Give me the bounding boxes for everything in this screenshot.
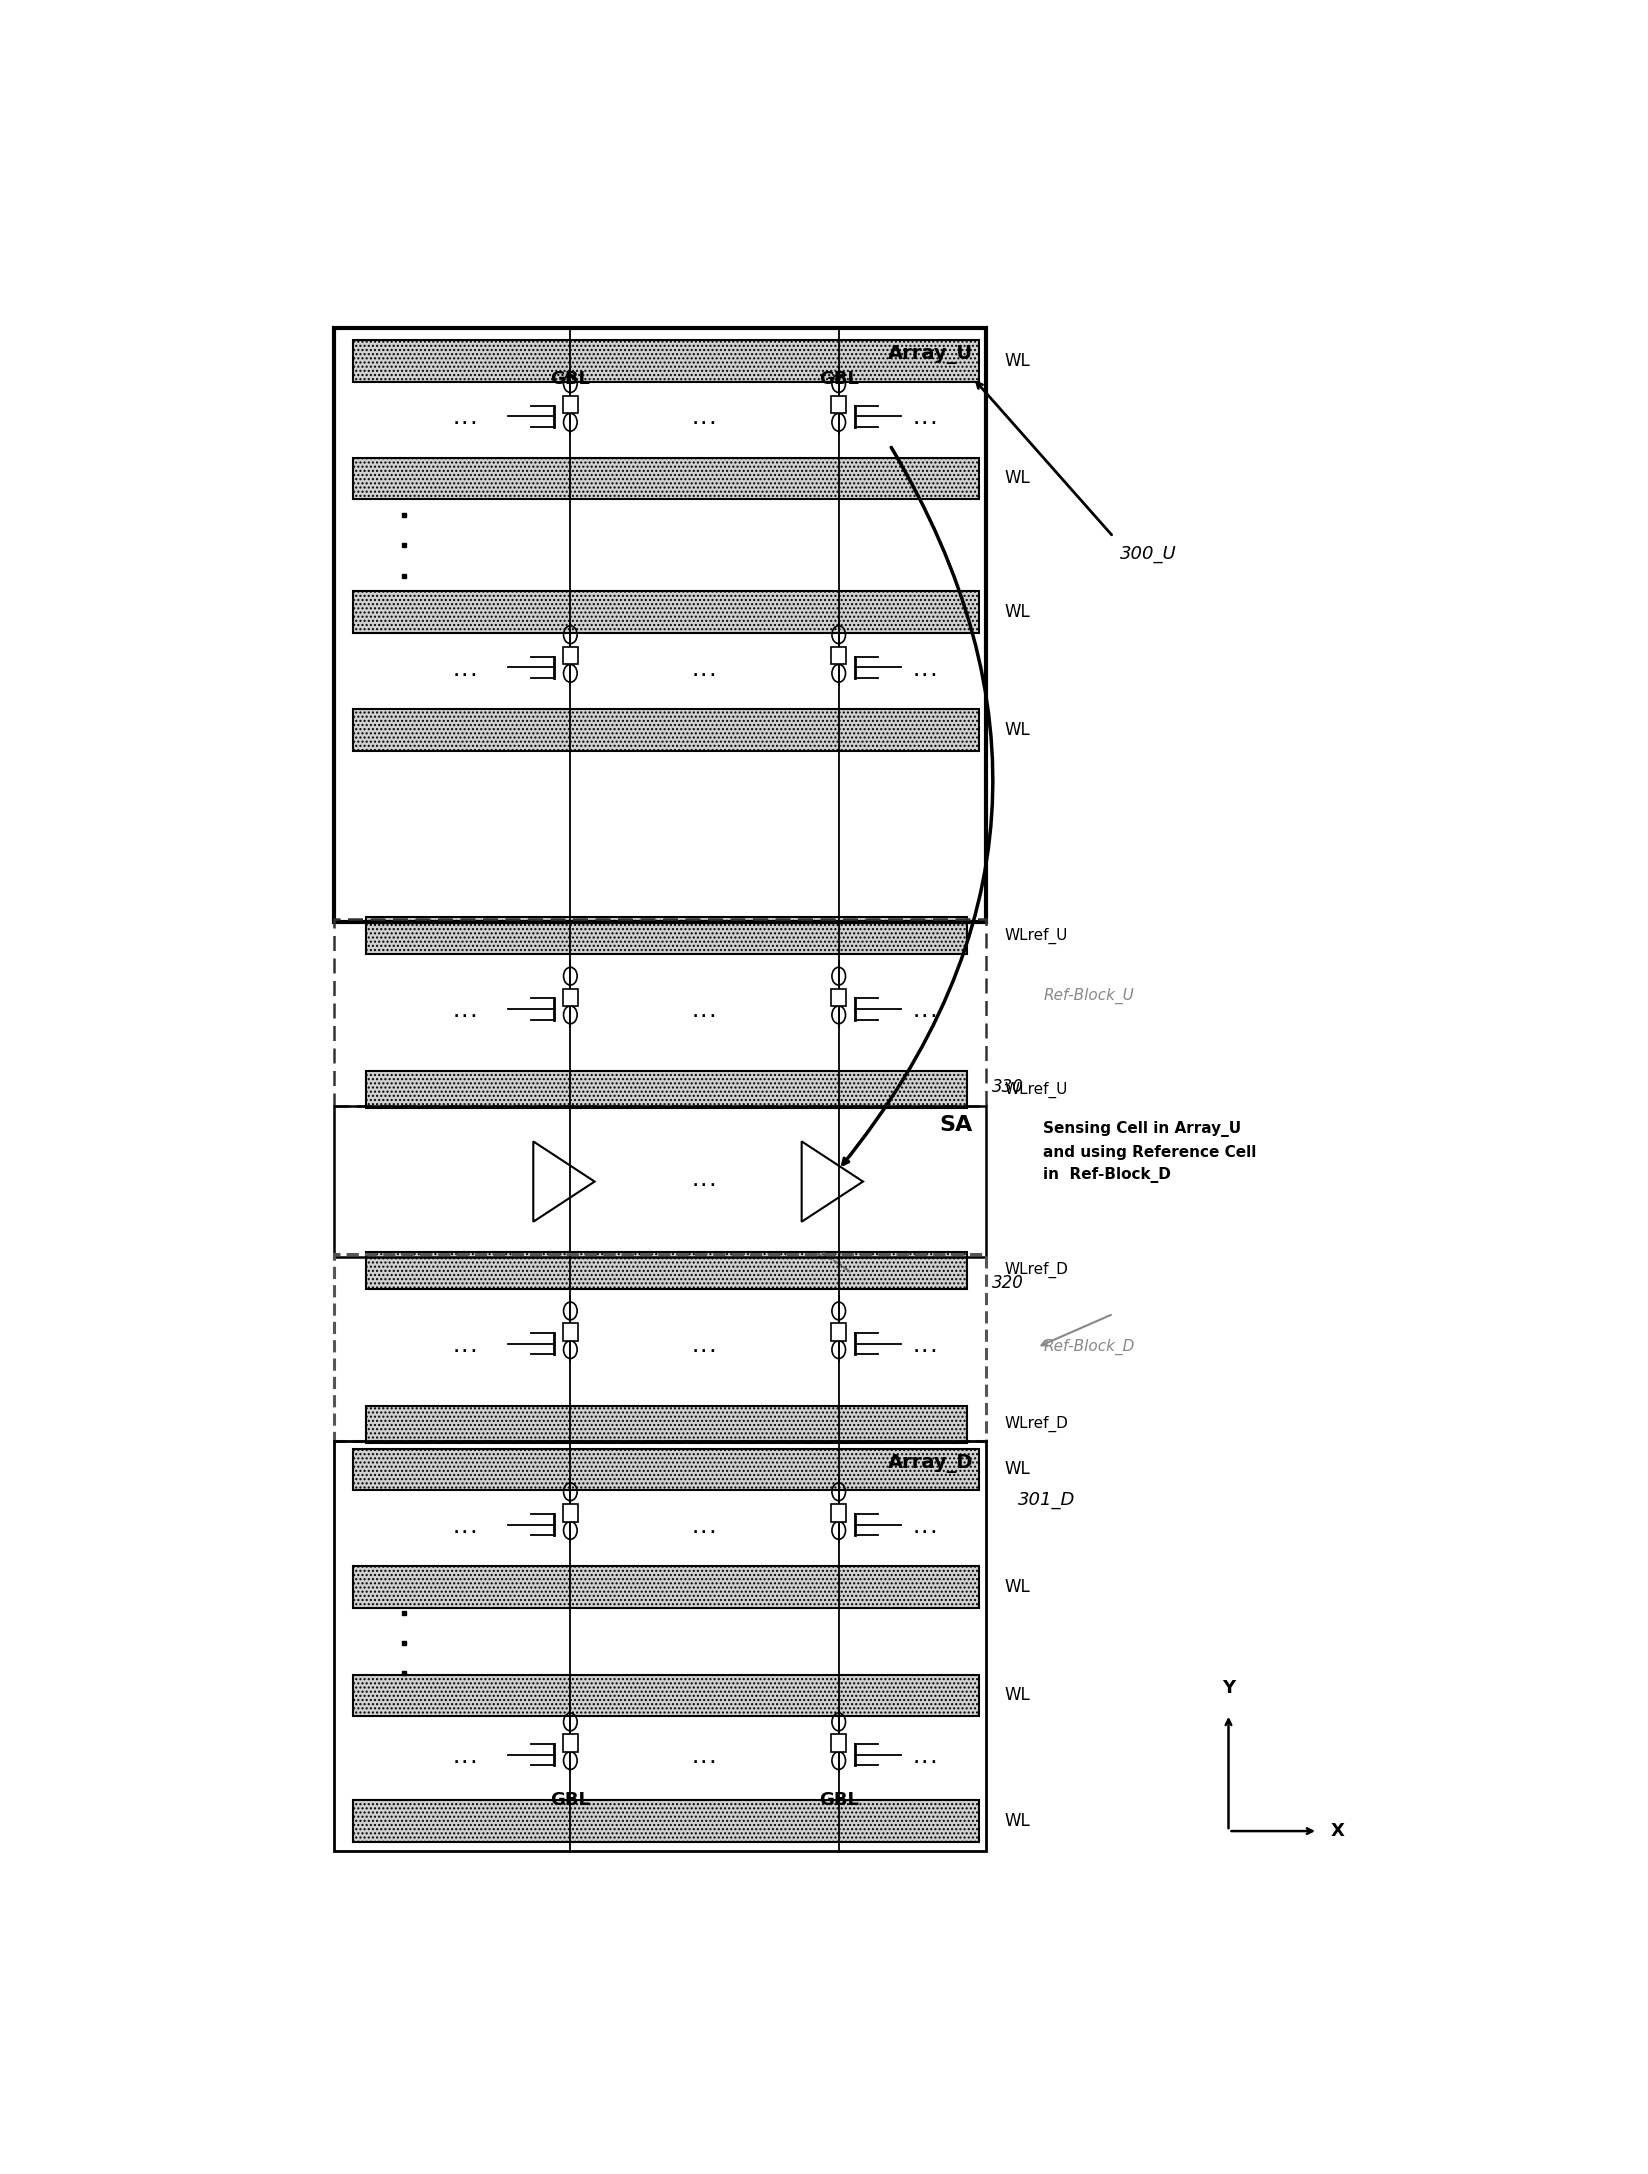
Bar <box>831 1735 845 1752</box>
Text: Sensing Cell in Array_U
and using Reference Cell
in  Ref-Block_D: Sensing Cell in Array_U and using Refere… <box>1043 1122 1256 1183</box>
Text: ...: ... <box>911 1339 938 1354</box>
Bar <box>353 457 979 500</box>
Text: ...: ... <box>691 663 719 678</box>
Bar <box>831 1504 845 1522</box>
Text: WL: WL <box>1004 1687 1030 1704</box>
Bar <box>831 1324 845 1341</box>
Text: ...: ... <box>691 1339 719 1354</box>
Bar <box>333 1254 986 1441</box>
Text: ...: ... <box>911 663 938 678</box>
Text: WL: WL <box>1004 720 1030 739</box>
Bar <box>353 341 979 383</box>
Bar <box>366 1407 966 1444</box>
Text: WL: WL <box>1004 470 1030 487</box>
Bar <box>333 1441 986 1852</box>
Bar <box>562 648 577 665</box>
Text: WL: WL <box>1004 352 1030 370</box>
Text: GBL: GBL <box>819 1791 859 1809</box>
Text: ...: ... <box>911 1750 938 1765</box>
Text: ...: ... <box>452 1339 478 1354</box>
Bar <box>333 1107 986 1257</box>
Bar <box>831 648 845 665</box>
Text: GBL: GBL <box>550 1791 590 1809</box>
Text: Array_U: Array_U <box>887 343 972 363</box>
Text: ...: ... <box>691 413 719 428</box>
Text: WLref_U: WLref_U <box>1004 928 1068 944</box>
Text: WLref_U: WLref_U <box>1004 1080 1068 1098</box>
Text: ...: ... <box>911 413 938 428</box>
Text: ...: ... <box>452 413 478 428</box>
Bar <box>353 1565 979 1607</box>
Text: ...: ... <box>452 1004 478 1020</box>
Text: SA: SA <box>939 1115 972 1135</box>
Text: 300_U: 300_U <box>1119 546 1175 563</box>
Bar <box>353 1674 979 1717</box>
Text: WL: WL <box>1004 1813 1030 1831</box>
Text: ...: ... <box>691 1750 719 1765</box>
Bar <box>353 1800 979 1841</box>
Bar <box>562 989 577 1007</box>
Text: ...: ... <box>911 1520 938 1535</box>
Text: ...: ... <box>452 663 478 678</box>
Text: X: X <box>1330 1822 1343 1839</box>
Text: GBL: GBL <box>550 370 590 387</box>
Text: WL: WL <box>1004 1578 1030 1596</box>
Text: GBL: GBL <box>819 370 859 387</box>
Bar <box>353 1448 979 1491</box>
Text: 320: 320 <box>992 1274 1023 1291</box>
Text: 301_D: 301_D <box>1017 1491 1074 1509</box>
Text: ...: ... <box>691 1520 719 1535</box>
Bar <box>333 328 986 922</box>
Text: WL: WL <box>1004 604 1030 622</box>
Bar <box>366 917 966 954</box>
Bar <box>353 591 979 633</box>
Text: Ref-Block_D: Ref-Block_D <box>1043 1339 1134 1354</box>
Text: Ref-Block_U: Ref-Block_U <box>1043 987 1134 1004</box>
Bar <box>562 1504 577 1522</box>
Text: WLref_D: WLref_D <box>1004 1263 1068 1278</box>
Bar <box>333 920 986 1107</box>
Text: ...: ... <box>691 1174 719 1189</box>
Bar <box>562 396 577 413</box>
Text: WLref_D: WLref_D <box>1004 1415 1068 1433</box>
Text: ...: ... <box>452 1750 478 1765</box>
Bar <box>366 1072 966 1109</box>
Bar <box>831 396 845 413</box>
Bar <box>366 1252 966 1289</box>
Text: WL: WL <box>1004 1461 1030 1478</box>
Text: ...: ... <box>452 1520 478 1535</box>
Bar <box>562 1324 577 1341</box>
Text: Y: Y <box>1221 1678 1234 1698</box>
Bar <box>562 1735 577 1752</box>
Text: Array_D: Array_D <box>887 1454 972 1474</box>
Text: 330: 330 <box>992 1078 1023 1096</box>
Text: ...: ... <box>691 1004 719 1020</box>
Bar <box>353 709 979 750</box>
Text: ...: ... <box>911 1004 938 1020</box>
Bar <box>831 989 845 1007</box>
